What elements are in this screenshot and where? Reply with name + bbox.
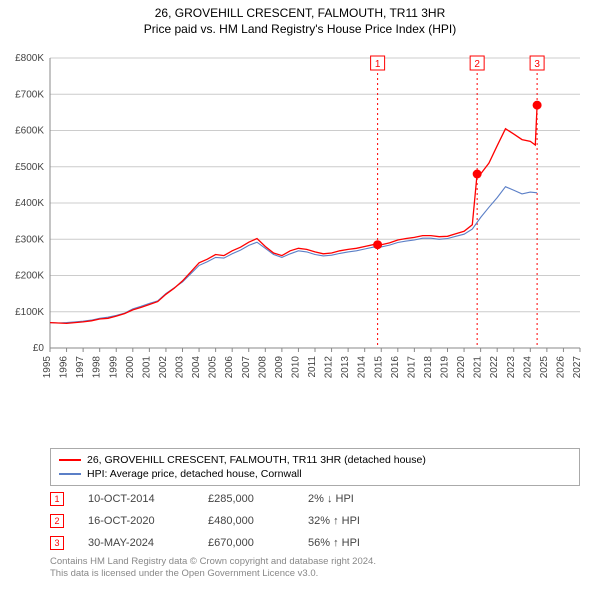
chart-svg: £0£100K£200K£300K£400K£500K£600K£700K£80… [50,48,580,398]
legend-item: HPI: Average price, detached house, Corn… [59,467,571,481]
transaction-row: 3 30-MAY-2024£670,00056% ↑ HPI [50,532,580,554]
svg-text:2019: 2019 [440,356,451,379]
svg-text:£0: £0 [33,343,45,354]
footer-line2: This data is licensed under the Open Gov… [50,568,580,580]
transaction-diff: 56% ↑ HPI [308,537,428,549]
svg-text:2011: 2011 [307,356,318,378]
svg-text:2003: 2003 [175,356,186,379]
svg-text:2009: 2009 [274,356,285,379]
svg-text:2014: 2014 [357,356,368,379]
svg-text:2015: 2015 [373,356,384,379]
transaction-price: £480,000 [208,515,308,527]
legend-label: 26, GROVEHILL CRESCENT, FALMOUTH, TR11 3… [87,454,426,466]
svg-text:£600K: £600K [15,126,44,137]
svg-text:2025: 2025 [539,356,550,379]
chart-container: 26, GROVEHILL CRESCENT, FALMOUTH, TR11 3… [0,0,600,590]
svg-text:1999: 1999 [108,356,119,379]
transaction-price: £670,000 [208,537,308,549]
transaction-price: £285,000 [208,493,308,505]
svg-text:£700K: £700K [15,89,44,100]
chart-plot: £0£100K£200K£300K£400K£500K£600K£700K£80… [50,48,580,398]
svg-text:2004: 2004 [191,356,202,379]
svg-text:2012: 2012 [324,356,335,379]
svg-text:2006: 2006 [224,356,235,379]
svg-text:2024: 2024 [522,356,533,379]
title-address: 26, GROVEHILL CRESCENT, FALMOUTH, TR11 3… [0,6,600,22]
footer-attribution: Contains HM Land Registry data © Crown c… [50,556,580,581]
svg-text:1997: 1997 [75,356,86,379]
svg-text:£500K: £500K [15,162,44,173]
legend: 26, GROVEHILL CRESCENT, FALMOUTH, TR11 3… [50,448,580,486]
transaction-marker: 1 [50,492,64,506]
svg-text:2000: 2000 [125,356,136,379]
svg-text:2010: 2010 [290,356,301,379]
legend-item: 26, GROVEHILL CRESCENT, FALMOUTH, TR11 3… [59,453,571,467]
title-subtitle: Price paid vs. HM Land Registry's House … [0,22,600,38]
svg-text:£100K: £100K [15,307,44,318]
svg-text:2018: 2018 [423,356,434,379]
svg-text:2026: 2026 [555,356,566,379]
legend-swatch [59,473,81,475]
svg-text:2027: 2027 [572,356,583,379]
transaction-date: 30-MAY-2024 [88,537,208,549]
transactions-list: 1 10-OCT-2014£285,0002% ↓ HPI 2 16-OCT-2020… [50,488,580,554]
svg-text:2013: 2013 [340,356,351,379]
svg-text:£800K: £800K [15,53,44,64]
svg-text:2023: 2023 [506,356,517,379]
svg-text:3: 3 [534,59,540,70]
footer-line1: Contains HM Land Registry data © Crown c… [50,556,580,568]
svg-text:£300K: £300K [15,234,44,245]
legend-label: HPI: Average price, detached house, Corn… [87,468,302,480]
svg-text:2008: 2008 [257,356,268,379]
svg-text:£200K: £200K [15,271,44,282]
transaction-row: 2 16-OCT-2020£480,00032% ↑ HPI [50,510,580,532]
transaction-marker: 3 [50,536,64,550]
svg-text:2022: 2022 [489,356,500,379]
transaction-marker: 2 [50,514,64,528]
svg-text:£400K: £400K [15,198,44,209]
transaction-date: 16-OCT-2020 [88,515,208,527]
svg-text:2: 2 [474,59,480,70]
legend-swatch [59,459,81,461]
transaction-diff: 32% ↑ HPI [308,515,428,527]
svg-text:2020: 2020 [456,356,467,379]
transaction-diff: 2% ↓ HPI [308,493,428,505]
svg-text:2007: 2007 [241,356,252,379]
svg-text:1995: 1995 [42,356,53,379]
svg-text:1: 1 [375,59,381,70]
svg-text:1998: 1998 [92,356,103,379]
svg-text:2005: 2005 [208,356,219,379]
transaction-row: 1 10-OCT-2014£285,0002% ↓ HPI [50,488,580,510]
svg-text:2002: 2002 [158,356,169,379]
svg-text:2001: 2001 [141,356,152,379]
transaction-date: 10-OCT-2014 [88,493,208,505]
svg-text:1996: 1996 [59,356,70,379]
svg-text:2016: 2016 [390,356,401,379]
svg-text:2021: 2021 [473,356,484,379]
svg-text:2017: 2017 [406,356,417,379]
title-block: 26, GROVEHILL CRESCENT, FALMOUTH, TR11 3… [0,0,600,37]
